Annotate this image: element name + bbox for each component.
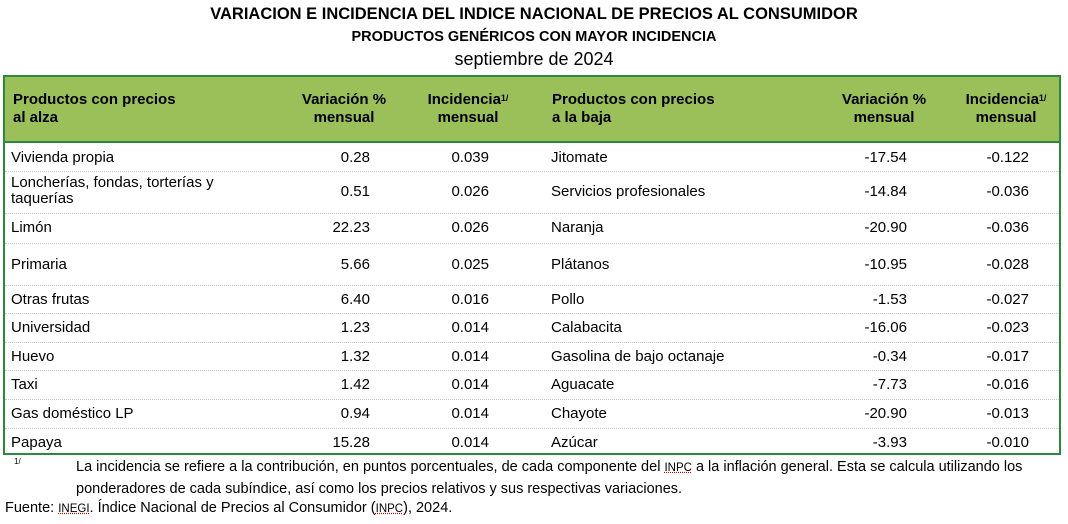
down-variation: -14.84 bbox=[864, 183, 907, 200]
down-variation: -0.34 bbox=[872, 348, 907, 365]
up-product: Huevo bbox=[11, 348, 55, 365]
table-row: Taxi 1.42 0.014 Aguacate -7.73 -0.016 bbox=[5, 370, 1059, 400]
down-variation: -20.90 bbox=[864, 219, 907, 236]
table-row: Papaya 15.28 0.014 Azúcar -3.93 -0.010 bbox=[5, 428, 1059, 455]
down-incidence: -0.028 bbox=[986, 256, 1029, 273]
down-product: Chayote bbox=[551, 405, 607, 422]
table-header: Productos con precios al alza Variación … bbox=[5, 77, 1059, 143]
down-variation: -16.06 bbox=[864, 319, 907, 336]
down-product: Calabacita bbox=[551, 319, 622, 336]
source-line: Fuente: INEGI. Índice Nacional de Precio… bbox=[5, 500, 453, 516]
header-up-products: Productos con precios al alza bbox=[13, 91, 176, 126]
down-incidence: -0.016 bbox=[986, 376, 1029, 393]
footnote-mark: 1/ bbox=[14, 457, 21, 466]
down-product: Plátanos bbox=[551, 256, 610, 273]
down-product: Azúcar bbox=[551, 434, 598, 451]
table-row: Gas doméstico LP 0.94 0.014 Chayote -20.… bbox=[5, 399, 1059, 429]
up-variation: 22.23 bbox=[332, 219, 370, 236]
header-down-products: Productos con precios a la baja bbox=[552, 91, 715, 126]
up-product: Gas doméstico LP bbox=[11, 405, 134, 422]
inegi-abbr: INEGI bbox=[58, 503, 90, 515]
header-down-variation: Variación % mensual bbox=[841, 91, 927, 126]
table-row: Limón 22.23 0.026 Naranja -20.90 -0.036 bbox=[5, 213, 1059, 244]
up-variation: 0.51 bbox=[340, 183, 370, 200]
report-title: VARIACION E INCIDENCIA DEL INDICE NACION… bbox=[210, 5, 858, 23]
report-period: septiembre de 2024 bbox=[454, 49, 614, 69]
up-incidence: 0.014 bbox=[451, 376, 489, 393]
up-variation: 1.32 bbox=[340, 348, 370, 365]
inpc-abbr: INPC bbox=[664, 462, 692, 474]
header-down-incidence: Incidencia1/ mensual bbox=[965, 91, 1047, 126]
down-variation: -3.93 bbox=[872, 434, 907, 451]
up-incidence: 0.014 bbox=[451, 319, 489, 336]
up-variation: 0.94 bbox=[340, 405, 370, 422]
up-variation: 6.40 bbox=[340, 291, 370, 308]
up-product: Loncherías, fondas, torterías y taquería… bbox=[11, 174, 214, 207]
table-row: Vivienda propia 0.28 0.039 Jitomate -17.… bbox=[5, 143, 1059, 172]
down-variation: -7.73 bbox=[872, 376, 907, 393]
down-product: Naranja bbox=[551, 219, 604, 236]
down-product: Pollo bbox=[551, 291, 585, 308]
table-row: Primaria 5.66 0.025 Plátanos -10.95 -0.0… bbox=[5, 243, 1059, 286]
table-row: Huevo 1.32 0.014 Gasolina de bajo octana… bbox=[5, 342, 1059, 371]
up-product: Universidad bbox=[11, 319, 91, 336]
report-subtitle: PRODUCTOS GENÉRICOS CON MAYOR INCIDENCIA bbox=[351, 29, 717, 45]
header-up-variation: Variación % mensual bbox=[301, 91, 387, 126]
down-incidence: -0.017 bbox=[986, 348, 1029, 365]
down-incidence: -0.122 bbox=[986, 149, 1029, 166]
down-incidence: -0.036 bbox=[986, 219, 1029, 236]
table-row: Loncherías, fondas, torterías y taquería… bbox=[5, 171, 1059, 214]
down-variation: -17.54 bbox=[864, 149, 907, 166]
down-variation: -1.53 bbox=[872, 291, 907, 308]
up-product: Otras frutas bbox=[11, 291, 90, 308]
up-incidence: 0.016 bbox=[451, 291, 489, 308]
up-incidence: 0.014 bbox=[451, 405, 489, 422]
down-variation: -20.90 bbox=[864, 405, 907, 422]
inpc-abbr: INPC bbox=[375, 503, 404, 515]
down-variation: -10.95 bbox=[864, 256, 907, 273]
down-product: Gasolina de bajo octanaje bbox=[551, 348, 725, 365]
up-product: Limón bbox=[11, 219, 52, 236]
up-product: Vivienda propia bbox=[11, 149, 115, 166]
down-incidence: -0.036 bbox=[986, 183, 1029, 200]
table-row: Universidad 1.23 0.014 Calabacita -16.06… bbox=[5, 313, 1059, 343]
up-incidence: 0.025 bbox=[451, 256, 489, 273]
down-incidence: -0.027 bbox=[986, 291, 1029, 308]
down-incidence: -0.013 bbox=[986, 405, 1029, 422]
down-incidence: -0.010 bbox=[986, 434, 1029, 451]
header-up-incidence: Incidencia1/ mensual bbox=[427, 91, 509, 126]
up-variation: 1.23 bbox=[340, 319, 370, 336]
up-product: Taxi bbox=[11, 376, 38, 393]
up-product: Papaya bbox=[11, 434, 62, 451]
incidence-table: Productos con precios al alza Variación … bbox=[3, 75, 1061, 455]
down-product: Jitomate bbox=[551, 149, 608, 166]
up-incidence: 0.014 bbox=[451, 434, 489, 451]
down-incidence: -0.023 bbox=[986, 319, 1029, 336]
up-variation: 0.28 bbox=[340, 149, 370, 166]
up-variation: 15.28 bbox=[332, 434, 370, 451]
up-product: Primaria bbox=[11, 256, 67, 273]
down-product: Servicios profesionales bbox=[551, 183, 706, 200]
down-product: Aguacate bbox=[551, 376, 615, 393]
up-variation: 1.42 bbox=[340, 376, 370, 393]
up-incidence: 0.026 bbox=[451, 183, 489, 200]
up-variation: 5.66 bbox=[340, 256, 370, 273]
table-row: Otras frutas 6.40 0.016 Pollo -1.53 -0.0… bbox=[5, 285, 1059, 314]
up-incidence: 0.014 bbox=[451, 348, 489, 365]
up-incidence: 0.026 bbox=[451, 219, 489, 236]
up-incidence: 0.039 bbox=[451, 149, 489, 166]
footnote-text: La incidencia se refiere a la contribuci… bbox=[76, 459, 1023, 497]
